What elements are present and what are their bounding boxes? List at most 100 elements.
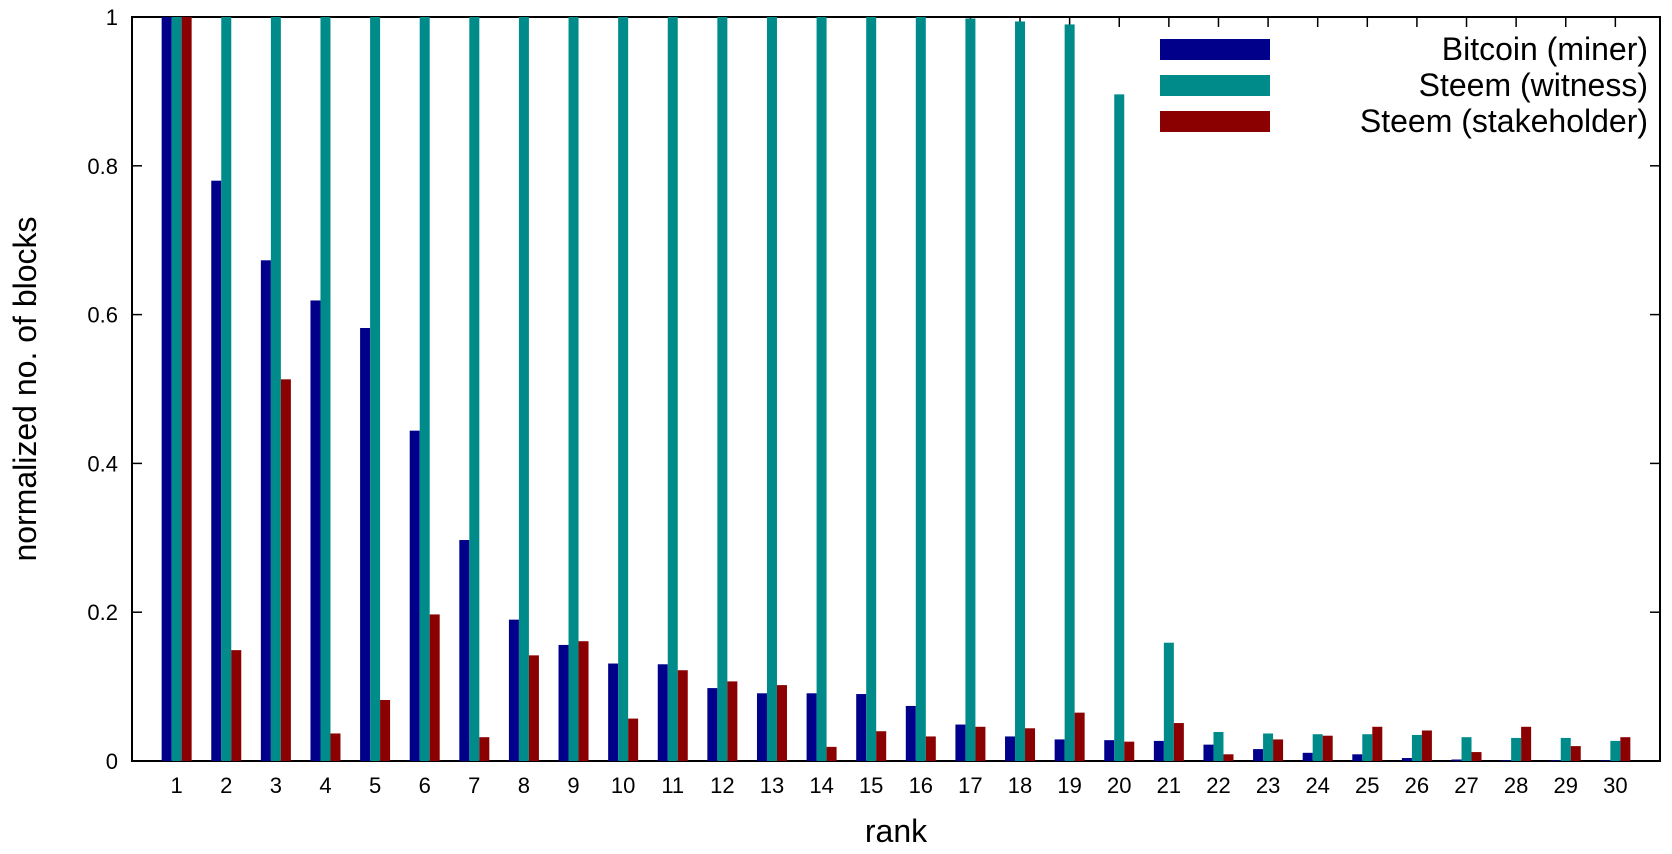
bar [270, 17, 281, 761]
bar [528, 655, 539, 761]
bar [975, 726, 986, 761]
bar [657, 664, 668, 761]
x-tick-label: 13 [760, 773, 784, 798]
bar [1421, 730, 1432, 761]
bar [1372, 726, 1383, 761]
bar [578, 641, 589, 761]
y-axis-ticks: 0 0.2 0.4 0.6 0.8 1 [87, 5, 1660, 774]
bar [1253, 749, 1264, 761]
x-tick-label: 4 [319, 773, 331, 798]
bar [1173, 723, 1184, 761]
bar [955, 724, 966, 761]
bar [677, 670, 688, 761]
bar [618, 17, 629, 761]
x-tick-label: 28 [1504, 773, 1528, 798]
bar [568, 17, 579, 761]
x-tick-label: 12 [710, 773, 734, 798]
bar [1461, 737, 1472, 761]
legend-swatch [1160, 75, 1270, 96]
x-tick-label: 25 [1355, 773, 1379, 798]
bar [1411, 734, 1422, 761]
bar [1600, 760, 1611, 761]
bar [628, 718, 639, 761]
x-tick-label: 17 [958, 773, 982, 798]
bar [1501, 760, 1512, 761]
bar [707, 688, 718, 761]
y-tick-label: 0 [106, 749, 118, 774]
legend-swatch [1160, 111, 1270, 132]
bar [1213, 731, 1224, 761]
legend-label: Steem (stakeholder) [1360, 103, 1648, 139]
bar [1203, 744, 1214, 761]
bar [1054, 739, 1065, 761]
bar [1064, 24, 1075, 761]
x-tick-label: 29 [1553, 773, 1577, 798]
x-tick-label: 23 [1256, 773, 1280, 798]
bar [608, 663, 619, 761]
bar [766, 17, 777, 761]
bar [1104, 740, 1115, 761]
bar [1620, 737, 1631, 761]
legend-label: Bitcoin (miner) [1442, 31, 1648, 67]
bar [1114, 94, 1125, 762]
x-tick-label: 21 [1157, 773, 1181, 798]
bar [806, 693, 817, 761]
bar [1352, 754, 1363, 761]
bar [816, 17, 827, 761]
bar [1560, 737, 1571, 761]
bar [1610, 740, 1621, 761]
bar [1074, 712, 1085, 761]
bar [1005, 736, 1016, 761]
bar [905, 705, 916, 761]
bar [1570, 746, 1581, 761]
bar [866, 17, 877, 761]
x-tick-label: 14 [809, 773, 833, 798]
bar [915, 17, 926, 761]
x-tick-label: 20 [1107, 773, 1131, 798]
y-tick-label: 0.4 [87, 451, 118, 476]
bar [1401, 758, 1412, 761]
bar [181, 17, 192, 761]
bar [330, 733, 341, 761]
bar [518, 17, 529, 761]
x-tick-label: 6 [419, 773, 431, 798]
bar [459, 540, 470, 761]
bar [171, 17, 182, 761]
bar [469, 17, 480, 761]
x-tick-label: 9 [567, 773, 579, 798]
bar [211, 180, 222, 761]
bar [429, 614, 440, 761]
y-tick-label: 0.2 [87, 600, 118, 625]
x-tick-label: 11 [661, 773, 684, 798]
bar [370, 17, 381, 761]
bar [221, 17, 232, 761]
bar [756, 693, 767, 761]
bar [231, 650, 242, 761]
bar [965, 18, 976, 762]
bar [558, 644, 569, 761]
bar [776, 685, 787, 761]
legend: Bitcoin (miner)Steem (witness)Steem (sta… [1160, 31, 1648, 139]
x-tick-label: 26 [1405, 773, 1429, 798]
bar [320, 17, 331, 761]
bar [1362, 734, 1373, 761]
bar [1273, 739, 1284, 761]
x-tick-label: 27 [1454, 773, 1478, 798]
y-tick-label: 0.8 [87, 154, 118, 179]
bar [1263, 733, 1274, 761]
legend-label: Steem (witness) [1419, 67, 1648, 103]
bar [1451, 759, 1462, 761]
x-tick-label: 1 [171, 773, 183, 798]
bar [925, 736, 936, 761]
x-tick-label: 15 [859, 773, 883, 798]
y-tick-label: 1 [106, 5, 118, 30]
x-tick-label: 16 [909, 773, 933, 798]
bar [310, 300, 321, 761]
bar [727, 681, 738, 761]
bar [1511, 737, 1522, 761]
bar [1015, 21, 1026, 762]
x-tick-label: 24 [1305, 773, 1329, 798]
bar [479, 737, 490, 761]
y-tick-label: 0.6 [87, 303, 118, 328]
